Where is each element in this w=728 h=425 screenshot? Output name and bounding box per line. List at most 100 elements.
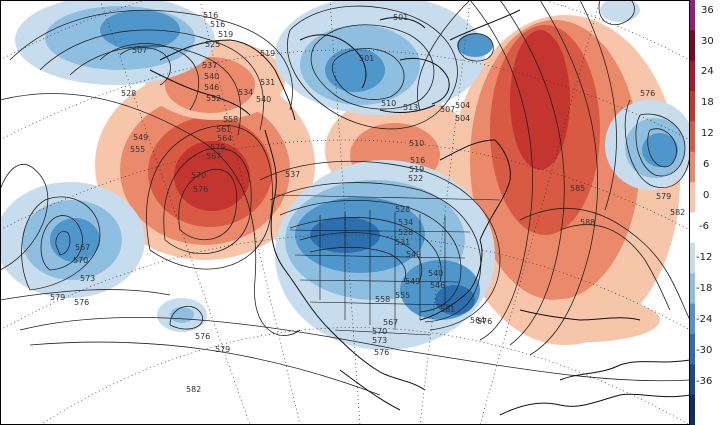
contour-label: 561 bbox=[216, 125, 231, 134]
colorbar-ticks: 36 30 24 18 12 6 0 -6 -12 -18 -24 -30 -3… bbox=[696, 5, 714, 387]
contour-label: 537 bbox=[285, 170, 300, 179]
contour-label: 576 bbox=[193, 185, 208, 194]
colorbar-tick-label: -24 bbox=[696, 314, 712, 325]
contour-label: 528 bbox=[395, 205, 410, 214]
colorbar-tick-label: 0 bbox=[703, 190, 709, 201]
colorbar-swatch bbox=[690, 333, 695, 365]
contour-label: 537 bbox=[202, 61, 217, 70]
contour-label: 582 bbox=[186, 385, 201, 394]
contour-label: 516 bbox=[210, 20, 225, 29]
contour-label: 516 bbox=[203, 11, 218, 20]
contour-label: 579 bbox=[215, 345, 230, 354]
contour-label: 576 bbox=[195, 332, 210, 341]
contour-label: 534 bbox=[238, 88, 253, 97]
contour-label: 555 bbox=[395, 291, 410, 300]
contour-label: 519 bbox=[260, 49, 275, 58]
colorbar-tick-label: 18 bbox=[701, 97, 714, 108]
contour-label: 519 bbox=[218, 30, 233, 39]
contour-label: 507 bbox=[440, 105, 455, 114]
colorbar-tick-label: -30 bbox=[696, 345, 712, 356]
coastlines bbox=[149, 9, 690, 416]
contour-label: 519 bbox=[409, 165, 424, 174]
colorbar-swatch bbox=[690, 242, 695, 274]
contour-label: 576 bbox=[640, 89, 655, 98]
colorbar-tick-label: -6 bbox=[699, 221, 709, 232]
contour-label: 531 bbox=[260, 78, 275, 87]
contour-label: 522 bbox=[408, 174, 423, 183]
contour-label: 513 bbox=[403, 103, 418, 112]
colorbar-tick-label: -18 bbox=[696, 283, 712, 294]
height-contours bbox=[0, 0, 690, 396]
contour-label: 528 bbox=[398, 228, 413, 237]
colorbar-tick-label: -36 bbox=[696, 376, 712, 387]
colorbar-swatch bbox=[690, 151, 695, 183]
contour-label: 576 bbox=[74, 298, 89, 307]
contour-label: 573 bbox=[80, 274, 95, 283]
colorbar-swatch bbox=[690, 364, 695, 396]
colorbar-tick-label: 24 bbox=[701, 66, 714, 77]
colorbar-swatch bbox=[690, 394, 695, 425]
colorbar-swatch bbox=[690, 273, 695, 305]
contour-label: 570 bbox=[372, 327, 387, 336]
contour-label: 576 bbox=[374, 348, 389, 357]
contour-label: 585 bbox=[570, 184, 585, 193]
contour-label: 510 bbox=[381, 99, 396, 108]
contour-label: 558 bbox=[223, 115, 238, 124]
contour-label: 534 bbox=[398, 218, 413, 227]
contour-label: 501 bbox=[393, 13, 408, 22]
colorbar-swatch bbox=[690, 121, 695, 153]
contour-label: 540 bbox=[204, 72, 219, 81]
contour-label: 501 bbox=[359, 54, 374, 63]
contour-label: 582 bbox=[670, 208, 685, 217]
contour-label: 549 bbox=[405, 277, 420, 286]
contour-label: 540 bbox=[256, 95, 271, 104]
contour-label: 507 bbox=[132, 46, 147, 55]
contour-label: 564 bbox=[470, 316, 485, 325]
colorbar-swatch bbox=[690, 60, 695, 92]
contour-label: 567 bbox=[206, 152, 221, 161]
anomaly-shading bbox=[0, 0, 690, 350]
colorbar-tick-label: 36 bbox=[701, 5, 714, 16]
contour-label: 567 bbox=[383, 318, 398, 327]
contour-label: 570 bbox=[191, 171, 206, 180]
contour-label: 576 bbox=[477, 317, 492, 326]
colorbar-swatch bbox=[690, 30, 695, 62]
contour-label: 579 bbox=[210, 143, 225, 152]
contour-label: 528 bbox=[121, 89, 136, 98]
contour-label: 504 bbox=[455, 101, 470, 110]
colorbar-swatch bbox=[690, 303, 695, 335]
colorbar-swatch bbox=[690, 0, 695, 31]
colorbar-swatch bbox=[690, 91, 695, 122]
contour-label: 546 bbox=[430, 281, 445, 290]
contour-label: 540 bbox=[428, 269, 443, 278]
colorbar-swatch bbox=[690, 182, 695, 213]
contour-label: 588 bbox=[580, 218, 595, 227]
contour-label: 552 bbox=[206, 94, 221, 103]
contour-label: 549 bbox=[133, 133, 148, 142]
contour-label: 561 bbox=[440, 305, 455, 314]
contour-label: 510 bbox=[409, 139, 424, 148]
contour-label: 570 bbox=[73, 256, 88, 265]
contour-label: 531 bbox=[395, 238, 410, 247]
contour-label: 558 bbox=[375, 295, 390, 304]
contour-label: 579 bbox=[656, 192, 671, 201]
political-borders bbox=[274, 194, 501, 336]
contour-label: 549 bbox=[406, 250, 421, 259]
geopotential-height-anomaly-map: 516 516 507 501 501 519 519 525 528 537 … bbox=[0, 0, 690, 425]
contour-label: 555 bbox=[130, 145, 145, 154]
contour-label: 573 bbox=[372, 336, 387, 345]
contour-label: 525 bbox=[205, 40, 220, 49]
contour-label: 516 bbox=[410, 156, 425, 165]
colorbar-tick-label: -12 bbox=[696, 252, 712, 263]
colorbar-tick-label: 6 bbox=[703, 159, 709, 170]
anomaly-colorbar: 36 30 24 18 12 6 0 -6 -12 -18 -24 -30 -3… bbox=[690, 0, 714, 425]
colorbar-tick-label: 12 bbox=[701, 128, 714, 139]
contour-label: 564 bbox=[217, 134, 232, 143]
contour-labels: 516 516 507 501 501 519 519 525 528 537 … bbox=[50, 11, 685, 394]
contour-label: 504 bbox=[455, 114, 470, 123]
colorbar-swatches bbox=[690, 0, 695, 425]
contour-label: 567 bbox=[75, 243, 90, 252]
colorbar-swatch bbox=[690, 212, 695, 244]
contour-label: 579 bbox=[50, 293, 65, 302]
